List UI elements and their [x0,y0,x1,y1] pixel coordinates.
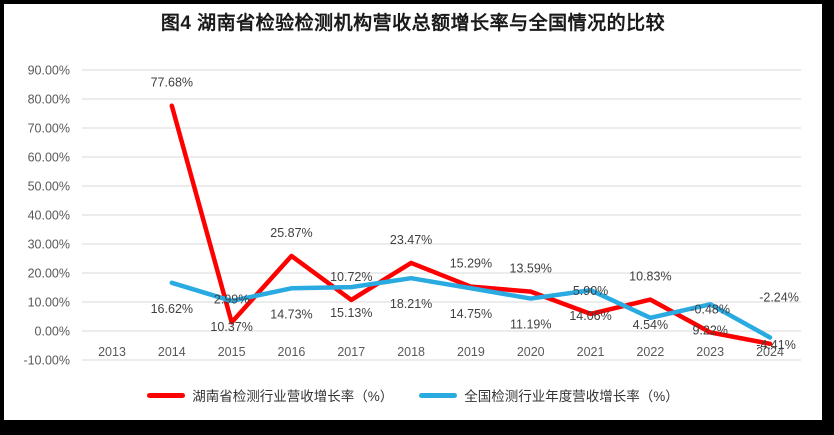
y-tick-label: 80.00% [28,93,70,107]
data-label: 14.75% [450,307,492,321]
x-tick-label: 2024 [756,345,784,359]
data-label: 25.87% [270,226,312,240]
y-tick-label: 70.00% [28,122,70,136]
legend-item-hunan: 湖南省检测行业营收增长率（%） [147,385,393,405]
data-label: 18.21% [390,297,432,311]
data-label: -0.48% [690,302,730,316]
x-tick-label: 2014 [158,345,186,359]
x-tick-label: 2022 [636,345,664,359]
x-tick-label: 2023 [696,345,724,359]
data-label: 15.13% [330,306,372,320]
national-series-label: 全国检测行业年度营收增长率（%） [464,389,679,404]
data-label: 23.47% [390,233,432,247]
hunan-series-swatch-icon [147,392,186,398]
y-tick-label: 10.00% [28,296,70,310]
data-label: 5.90% [573,284,608,298]
x-tick-label: 2018 [397,345,425,359]
data-label: 10.72% [330,270,372,284]
data-label: 4.54% [633,318,668,332]
data-label: 10.83% [629,270,671,284]
national-series-swatch-icon [419,392,458,398]
x-tick-label: 2019 [457,345,485,359]
data-label: 77.68% [151,76,193,90]
y-tick-label: 20.00% [28,267,70,281]
data-label: 14.06% [569,309,611,323]
data-label: 2.99% [214,292,249,306]
y-tick-label: -10.00% [23,354,70,368]
y-tick-label: 30.00% [28,238,70,252]
chart-legend: 湖南省检测行业营收增长率（%） 全国检测行业年度营收增长率（%） [4,384,822,406]
chart-title: 图4 湖南省检验检测机构营收总额增长率与全国情况的比较 [160,13,666,34]
data-label: 15.29% [450,257,492,271]
data-label: -4.41% [756,338,796,352]
x-tick-label: 2016 [278,345,306,359]
data-label: 10.37% [210,320,252,334]
chart-plot-area: 90.00% 80.00% 70.00% 60.00% 50.00% 40.00% 30.0… [23,64,801,368]
x-tick-label: 2021 [577,345,605,359]
chart-panel: 图4 湖南省检验检测机构营收总额增长率与全国情况的比较 90.00% 80.00%… [4,4,822,420]
legend-item-national: 全国检测行业年度营收增长率（%） [419,385,679,405]
y-tick-label: 60.00% [28,151,70,165]
x-tick-label: 2017 [337,345,365,359]
data-label: 13.59% [510,262,552,276]
data-label: 14.73% [270,307,312,321]
hunan-series-label: 湖南省检测行业营收增长率（%） [192,389,394,404]
x-tick-label: 2020 [517,345,545,359]
y-tick-label: 0.00% [35,325,70,339]
x-tick-label: 2015 [218,345,246,359]
data-label: 9.22% [692,323,727,337]
x-tick-label: 2013 [98,345,126,359]
national-line [169,275,773,340]
y-tick-label: 50.00% [28,180,70,194]
y-tick-label: 90.00% [28,64,70,78]
data-label: 16.62% [151,302,193,316]
data-label: -2.24% [759,290,799,304]
data-label: 11.19% [510,318,551,332]
y-tick-label: 40.00% [28,209,70,223]
